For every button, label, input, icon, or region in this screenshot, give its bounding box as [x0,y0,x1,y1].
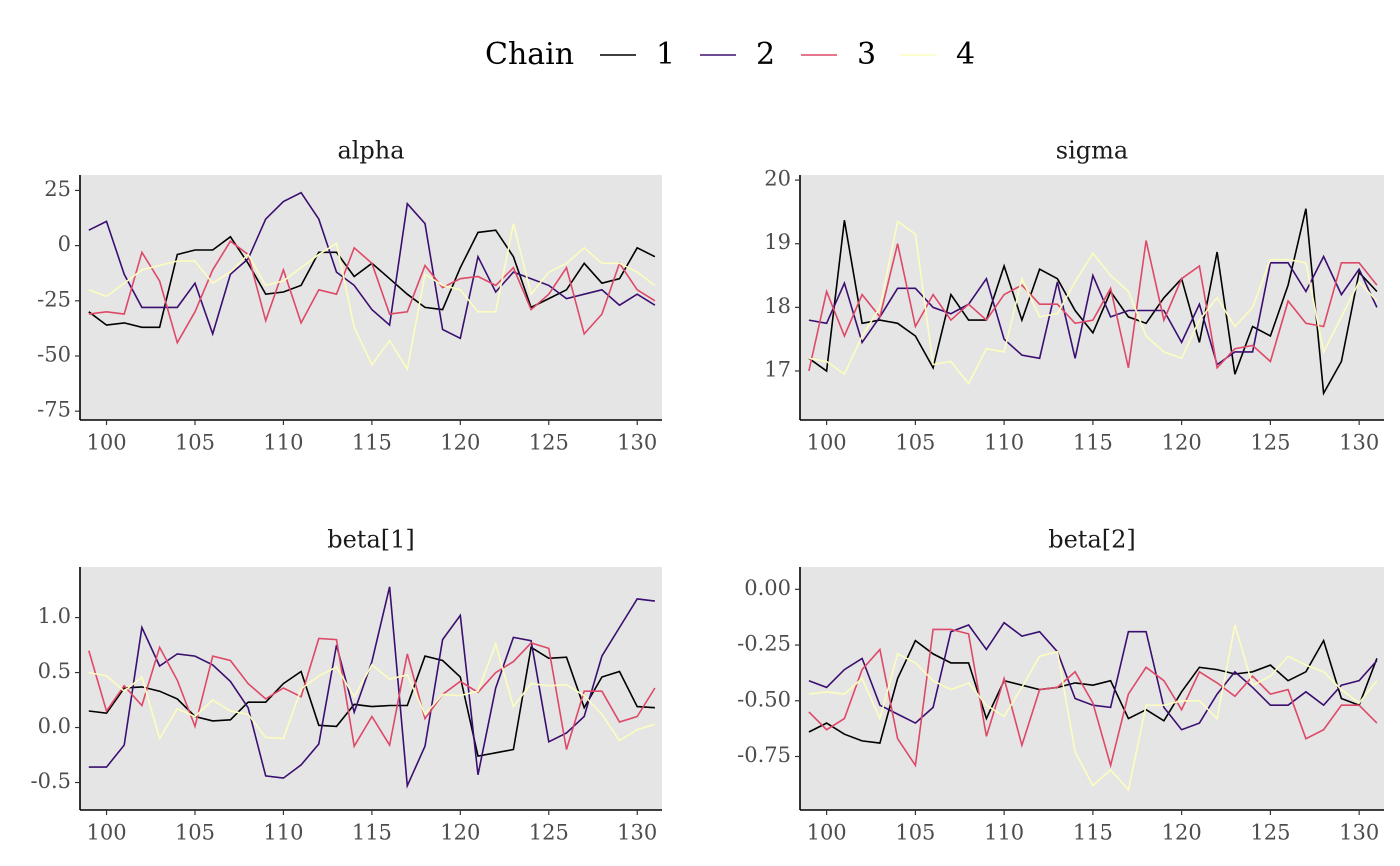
panel-title: alpha [337,137,404,165]
x-tick-label: 115 [352,821,392,845]
x-tick-label: 125 [1250,821,1290,845]
panel-background [800,567,1384,810]
x-tick-label: 115 [1073,431,1113,455]
x-tick-label: 115 [352,431,392,455]
legend-label: 4 [956,37,975,72]
y-tick-label: 0 [58,232,71,256]
x-tick-label: 130 [617,821,657,845]
x-tick-label: 125 [529,821,569,845]
trace-line [88,240,656,345]
trace-line [808,254,1378,366]
x-tick-label: 105 [175,431,215,455]
x-tick-label: 105 [175,821,215,845]
y-tick-label: 0.5 [38,659,71,683]
panel-title: beta[2] [1048,526,1136,554]
y-tick-label: 20 [764,167,791,191]
y-tick-label: 1.0 [38,604,71,628]
x-tick-label: 120 [1162,431,1202,455]
trace-line [808,638,1378,744]
x-tick-label: 130 [1339,431,1379,455]
trace-line [88,586,655,789]
x-tick-label: 120 [440,821,480,845]
plot-area [88,586,656,789]
x-tick-label: 110 [984,431,1024,455]
y-tick-label: 0.0 [38,714,71,738]
y-tick-label: 25 [44,177,71,201]
x-tick-label: 100 [807,431,847,455]
x-tick-label: 100 [86,821,126,845]
x-tick-label: 125 [529,431,569,455]
legend-label: 1 [656,37,675,72]
trace-line [88,641,656,742]
x-tick-label: 110 [984,821,1024,845]
x-tick-label: 105 [895,821,935,845]
panel-title: beta[1] [327,526,415,554]
trace-line [88,645,655,758]
y-tick-label: -75 [37,398,71,422]
panel-title: sigma [1056,137,1128,165]
trace-line [88,191,656,340]
trace-line [88,223,656,372]
panel-background [800,175,1384,420]
y-tick-label: -25 [37,287,71,311]
x-tick-label: 100 [807,821,847,845]
y-tick-label: -0.50 [737,687,791,711]
x-tick-label: 110 [263,821,303,845]
trace-line [808,208,1378,396]
x-tick-label: 120 [440,431,480,455]
y-tick-label: -0.25 [737,632,791,656]
x-tick-label: 105 [895,431,935,455]
plot-area [88,191,656,372]
trace-line [808,628,1378,769]
y-tick-label: 19 [764,230,791,254]
plot-area [808,208,1378,396]
trace-line [88,637,656,750]
y-tick-label: -0.75 [737,743,791,767]
x-tick-label: 130 [617,431,657,455]
y-tick-label: -0.5 [31,769,72,793]
panel-background [80,567,662,810]
trace-line [808,624,1378,792]
legend-title: Chain [485,37,574,72]
legend-label: 3 [857,37,876,72]
y-tick-label: -50 [37,342,71,366]
trace-line [808,220,1378,386]
y-tick-label: 18 [764,294,791,318]
x-tick-label: 115 [1073,821,1113,845]
x-tick-label: 130 [1339,821,1379,845]
plot-area [808,621,1378,792]
legend-label: 2 [756,37,775,72]
x-tick-label: 110 [263,431,303,455]
x-tick-label: 120 [1162,821,1202,845]
y-tick-label: 0.00 [744,576,791,600]
y-tick-label: 17 [764,358,791,382]
x-tick-label: 125 [1250,431,1290,455]
x-tick-label: 100 [86,431,126,455]
trace-line [808,240,1378,372]
